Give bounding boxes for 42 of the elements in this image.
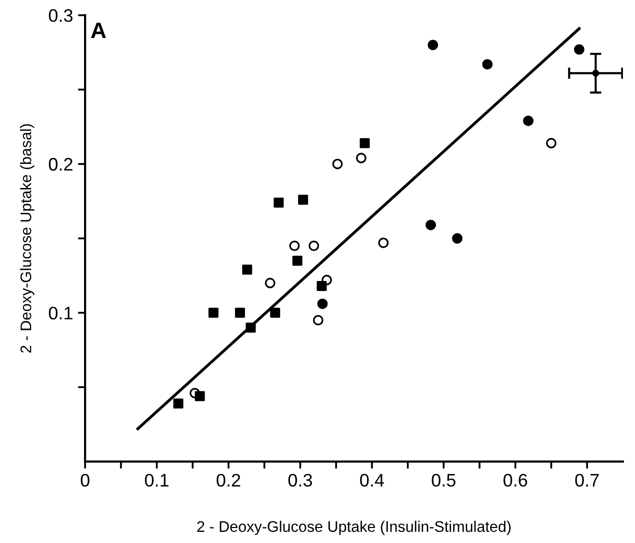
point: [452, 233, 463, 244]
y-tick-label: 0.3: [48, 9, 72, 22]
point: [208, 308, 218, 318]
point: [426, 220, 436, 230]
point: [574, 44, 584, 55]
point: [264, 278, 276, 288]
point: [234, 308, 245, 318]
point: [242, 264, 252, 275]
point: [316, 280, 327, 291]
point: [173, 398, 184, 409]
x-tick-label: 0.4: [360, 474, 384, 487]
y-axis-title: 2 - Deoxy-Glucose Uptake (basal): [20, 124, 34, 353]
point: [523, 116, 534, 126]
x-tick-label: 0.3: [288, 474, 312, 487]
x-tick-label: 0.6: [504, 474, 528, 487]
point: [292, 256, 302, 266]
point: [308, 240, 320, 252]
point: [270, 308, 280, 318]
point: [356, 152, 366, 164]
point: [312, 314, 324, 326]
y-tick-label: 0.1: [48, 306, 72, 320]
point: [274, 198, 284, 208]
point: [592, 70, 600, 77]
point: [246, 322, 256, 333]
point: [428, 40, 438, 50]
x-tick-label: 0.2: [216, 474, 240, 487]
y-tick-label: 0.2: [48, 158, 72, 171]
point: [194, 391, 205, 402]
annotation: A: [91, 22, 106, 38]
point: [360, 138, 370, 148]
point: [332, 158, 343, 170]
x-axis-title: 2 - Deoxy-Glucose Uptake (Insulin-Stimulated): [197, 520, 511, 535]
x-tick-label: 0.1: [144, 474, 168, 487]
x-tick-label: 0.5: [432, 474, 456, 487]
point: [298, 194, 308, 205]
point: [289, 240, 300, 252]
x-tick-label: 0: [80, 474, 90, 487]
x-tick-label: 0.7: [575, 474, 599, 487]
point: [482, 59, 493, 70]
point: [317, 298, 328, 310]
point: [378, 238, 389, 248]
point: [546, 138, 556, 148]
